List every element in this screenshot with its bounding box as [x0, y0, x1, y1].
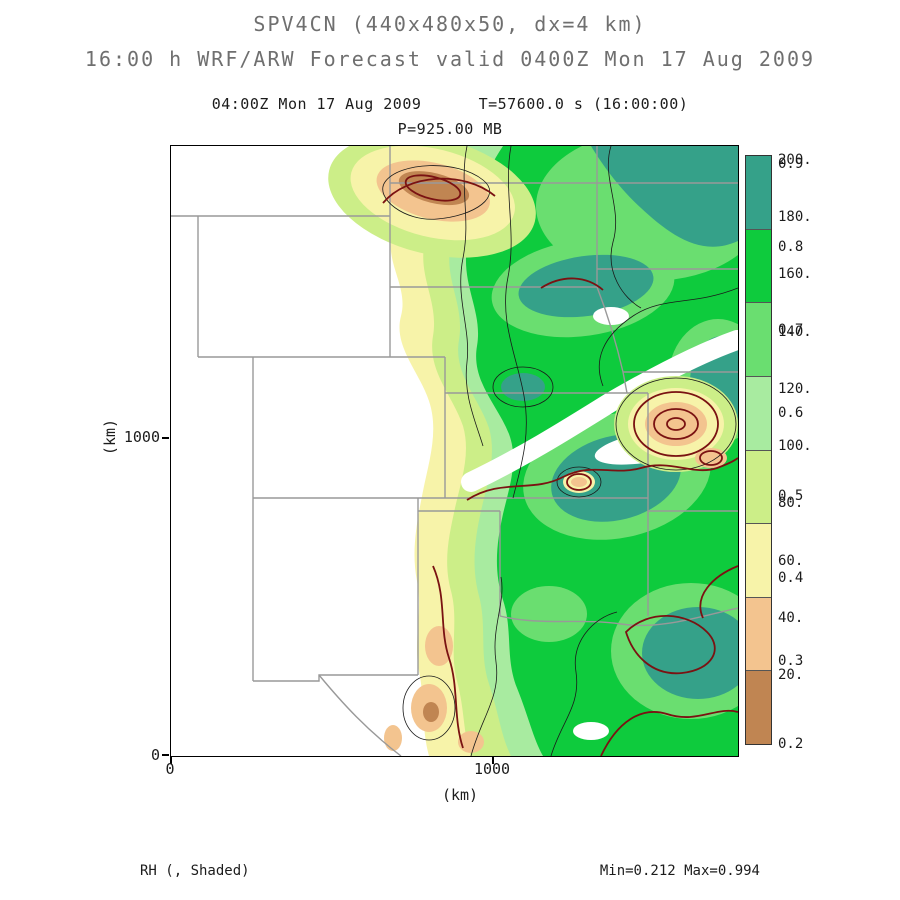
montana-dry-patch — [328, 134, 536, 258]
colorbar-label-km: 60. — [778, 553, 804, 569]
rh-min-max: Min=0.212 Max=0.994 — [599, 863, 760, 879]
temperature-contours — [382, 174, 739, 757]
y-axis-label: (km) — [101, 418, 119, 456]
x-axis-tick-1000 — [492, 757, 494, 764]
southern-dry-spots — [384, 626, 484, 753]
colorbar-label-rh: 0.5 — [778, 488, 804, 504]
page-subtitle: 16:00 h WRF/ARW Forecast valid 0400Z Mon… — [84, 47, 816, 71]
field-legend: RH (, Shaded) T (C, contour) — [140, 814, 258, 900]
colorbar-segment — [746, 523, 771, 597]
colorbar-label-rh: 0.4 — [778, 570, 804, 586]
colorbar-label-km: 40. — [778, 610, 804, 626]
colorbar-label-km: 180. — [778, 209, 812, 225]
colorbar-label-km: 160. — [778, 266, 812, 282]
colorbar-label-km: 80. — [778, 495, 804, 511]
colorbar-label-rh: 0.3 — [778, 653, 804, 669]
colorbar-segment — [746, 596, 771, 671]
colorbar-segment — [746, 449, 771, 524]
shaded-field-legend: RH (, Shaded) — [140, 863, 250, 879]
colorbar-segment — [746, 302, 771, 376]
x-tick-0: 0 — [165, 760, 175, 778]
rh-temperature-map — [171, 131, 771, 757]
colorbar-label-rh: 0.8 — [778, 239, 804, 255]
y-tick-1000: 1000 — [123, 428, 160, 446]
x-tick-1000: 1000 — [473, 760, 511, 778]
state-borders — [171, 146, 739, 757]
colorbar-label-km: 20. — [778, 667, 804, 683]
y-axis-tick-1000 — [162, 437, 169, 439]
page-title: SPV4CN (440x480x50, dx=4 km) — [253, 12, 647, 36]
colorbar-segment — [746, 375, 771, 450]
colorbar-label-km: 140. — [778, 324, 812, 340]
colorbar-segment — [746, 156, 771, 229]
colorbar-segment — [746, 228, 771, 303]
colorbar-label-km: 200. — [778, 152, 812, 168]
colorbar-label-rh: 0.7 — [778, 322, 804, 338]
field-stats: Min=0.212 Max=0.994 Min=16.03 Max=34.24 … — [420, 814, 760, 900]
valid-time-line: 04:00Z Mon 17 Aug 2009 T=57600.0 s (16:0… — [211, 95, 689, 113]
colorbar-label-rh: 0.9 — [778, 156, 804, 172]
colorbar-label-km: 120. — [778, 381, 812, 397]
colorbar-label-rh: 0.2 — [778, 736, 804, 752]
colorbar-label-km: 100. — [778, 438, 812, 454]
y-tick-0: 0 — [150, 746, 160, 764]
map-plot — [170, 131, 771, 757]
colorbar-label-rh: 0.6 — [778, 405, 804, 421]
x-axis-tick-0 — [170, 757, 172, 764]
pressure-level-line: P=925.00 MB — [397, 120, 503, 138]
colorbar-segment — [746, 670, 771, 744]
y-axis-tick-0 — [162, 754, 169, 756]
x-axis-label: (km) — [441, 786, 479, 804]
rh-shading — [328, 131, 771, 756]
rh-thin-contours — [382, 145, 739, 757]
colorbar — [745, 155, 772, 745]
